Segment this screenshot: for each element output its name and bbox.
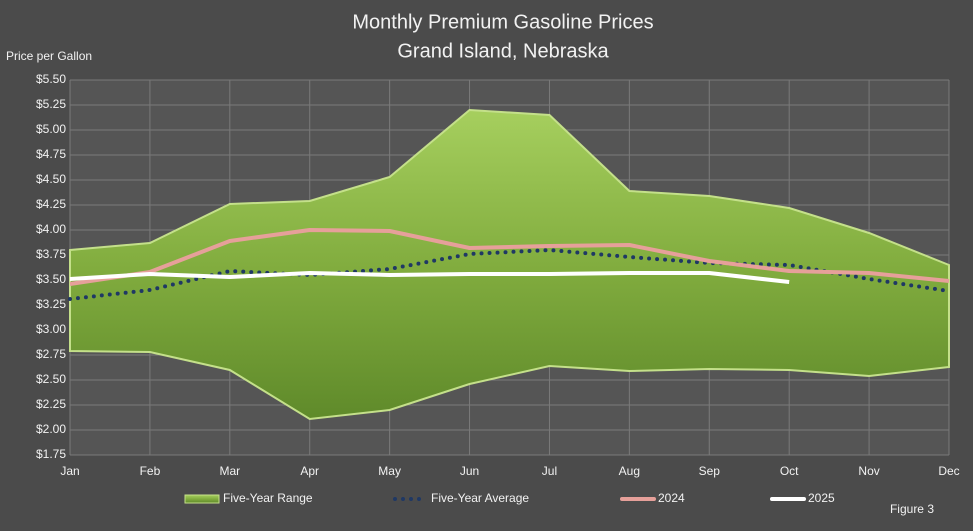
series-line	[69, 271, 790, 284]
x-tick-label: Nov	[858, 464, 879, 478]
x-tick-label: May	[378, 464, 401, 478]
y-tick-label: $3.75	[36, 247, 66, 261]
x-tick-label: Feb	[140, 464, 161, 478]
y-axis-label: Price per Gallon	[6, 49, 92, 63]
legend-label: 2025	[808, 491, 835, 505]
y-tick-label: $2.25	[36, 397, 66, 411]
y-tick-label: $2.00	[36, 422, 66, 436]
y-tick-label: $4.25	[36, 197, 66, 211]
legend-label: 2024	[658, 491, 685, 505]
y-tick-label: $4.75	[36, 147, 66, 161]
x-tick-label: Oct	[780, 464, 799, 478]
y-tick-label: $3.00	[36, 322, 66, 336]
annotation: Figure 3	[890, 502, 934, 516]
x-tick-label: Apr	[300, 464, 319, 478]
x-tick-label: Jul	[542, 464, 557, 478]
chart-title: Monthly Premium Gasoline Prices	[352, 11, 653, 33]
y-tick-label: $5.00	[36, 122, 66, 136]
y-tick-label: $2.75	[36, 347, 66, 361]
x-tick-label: Jan	[60, 464, 79, 478]
y-tick-label: $3.50	[36, 272, 66, 286]
x-tick-label: Jun	[460, 464, 479, 478]
legend-swatch	[184, 494, 220, 504]
series-line	[69, 228, 950, 286]
y-tick-label: $4.00	[36, 222, 66, 236]
y-tick-label: $4.50	[36, 172, 66, 186]
legend-label: Five-Year Range	[223, 491, 313, 505]
x-tick-label: Sep	[699, 464, 721, 478]
average-line	[68, 247, 951, 301]
range-area	[69, 108, 950, 421]
y-tick-label: $2.50	[36, 372, 66, 386]
y-tick-label: $1.75	[36, 447, 66, 461]
x-tick-label: Mar	[219, 464, 240, 478]
x-tick-label: Aug	[619, 464, 640, 478]
y-tick-label: $3.25	[36, 297, 66, 311]
legend-label: Five-Year Average	[431, 491, 529, 505]
y-tick-label: $5.50	[36, 72, 66, 86]
y-tick-label: $5.25	[36, 97, 66, 111]
x-tick-label: Dec	[938, 464, 959, 478]
chart-subtitle: Grand Island, Nebraska	[397, 40, 609, 62]
